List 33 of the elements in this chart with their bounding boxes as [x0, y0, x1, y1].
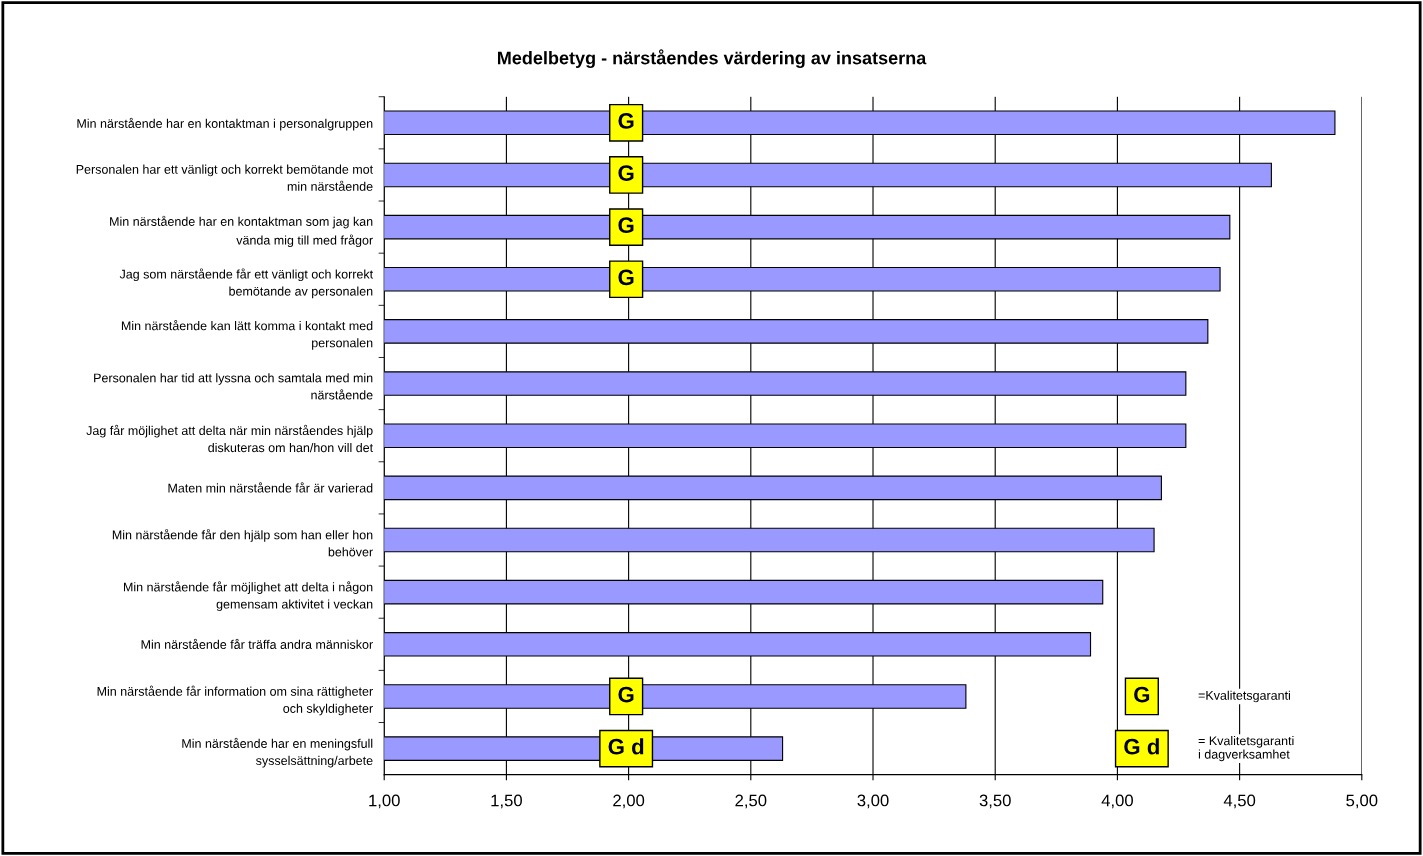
x-tick-label: 5,00: [1346, 794, 1378, 809]
x-tick-label: 1,00: [369, 794, 400, 809]
annotation: G: [618, 165, 634, 181]
x-tick-label: 4,50: [1223, 794, 1256, 809]
annotation: G: [618, 686, 634, 703]
y-tick-label: Min närstående har en kontaktman som jag kan vända mig till med frågor: [110, 215, 373, 248]
y-tick-label: Personalen har ett vänligt och korrekt bemötande mot min närstående: [76, 164, 374, 191]
x-tick-label: 1,50: [491, 794, 522, 809]
chart-title: Medelbetyg - närståendes värdering av insatserna: [497, 49, 927, 69]
annotation: G d: [608, 738, 644, 755]
x-tick-label: 3,50: [979, 794, 1011, 809]
y-tick-label: Min närstående får information om sina rättigheter och skyldigheter: [97, 685, 373, 716]
y-tick-label: Min närstående får träffa andra människor: [141, 638, 373, 649]
y-tick-label: Min närstående får möjlighet att delta i någon gemensam aktivitet i veckan: [123, 581, 373, 612]
y-tick-label: Personalen har tid att lyssna och samtala med min närstående: [94, 373, 373, 400]
annotation: =Kvalitetsgaranti: [1198, 690, 1290, 703]
x-tick-label: 4,00: [1101, 794, 1133, 809]
y-tick-label: Jag som närstående får ett vänligt och korrekt bemötande av personalen: [119, 268, 374, 299]
y-tick-label: Min närstående får den hjälp som han eller hon behöver: [112, 529, 373, 557]
x-tick-label: 2,00: [613, 794, 645, 809]
y-tick-label: Min närstående har en kontaktman i personalgruppen: [77, 117, 373, 131]
x-tick-label: 2,50: [735, 794, 767, 809]
y-tick-label: Maten min närstående får är varierad: [168, 482, 373, 493]
annotation: G: [618, 217, 634, 234]
annotation: G: [1134, 686, 1150, 703]
annotation: G: [618, 269, 634, 286]
y-tick-label: Jag får möjlighet att delta när min närståendes hjälp diskuteras om han/hon vill det: [86, 424, 374, 453]
annotation: G: [618, 113, 634, 129]
annotation: G d: [1124, 738, 1159, 755]
annotation: = Kvalitetsgaranti i dagverksamhet: [1198, 736, 1294, 762]
x-tick-label: 3,00: [857, 794, 889, 809]
y-tick-label: Min närstående har en meningsfull sysselsättning/arbete: [182, 737, 373, 768]
y-tick-label: Min närstående kan lätt komma i kontakt med personalen: [121, 320, 373, 350]
